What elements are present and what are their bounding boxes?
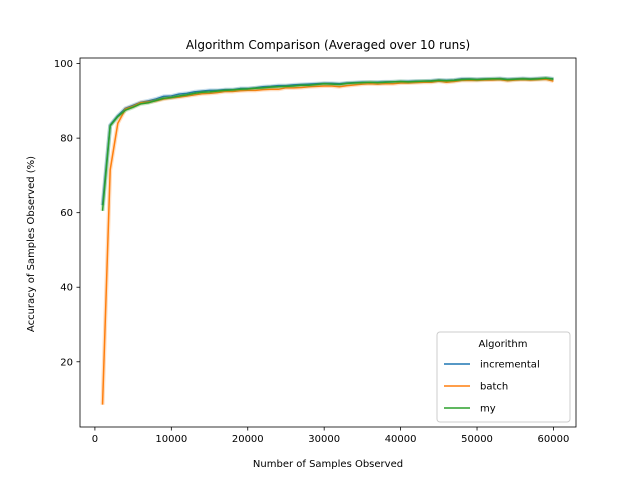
legend-frame — [436, 331, 571, 423]
y-tick-label: 100 — [54, 59, 73, 70]
x-tick-label: 60000 — [538, 434, 570, 445]
x-tick-label: 40000 — [385, 434, 417, 445]
plot-area — [79, 57, 577, 428]
y-tick-label: 60 — [60, 208, 73, 219]
x-tick-label: 30000 — [308, 434, 340, 445]
y-axis: 20 40 60 80 100 — [54, 59, 80, 368]
legend-items: incremental batch my — [444, 360, 540, 415]
x-tick-label: 50000 — [461, 434, 493, 445]
y-tick-label: 40 — [60, 283, 73, 294]
y-tick-label: 20 — [60, 357, 73, 368]
series-line-my — [101, 77, 554, 211]
x-tick-label: 20000 — [232, 434, 264, 445]
legend-title: Algorithm — [479, 339, 528, 350]
y-tick-label: 80 — [60, 134, 73, 145]
y-axis-label: Accuracy of Samples Observed (%) — [26, 156, 37, 332]
legend-label-incremental: incremental — [480, 360, 540, 371]
plot-frame — [79, 57, 577, 428]
x-tick-label: 0 — [92, 434, 98, 445]
x-axis-label: Number of Samples Observed — [253, 459, 403, 470]
legend-label-batch: batch — [480, 382, 508, 393]
x-axis: 0 10000 20000 30000 40000 50000 60000 — [92, 427, 570, 445]
legend-label-my: my — [480, 404, 496, 415]
legend: Algorithm incremental batch my — [436, 331, 571, 423]
x-tick-label: 10000 — [155, 434, 187, 445]
chart-title: Algorithm Comparison (Averaged over 10 r… — [186, 38, 470, 52]
